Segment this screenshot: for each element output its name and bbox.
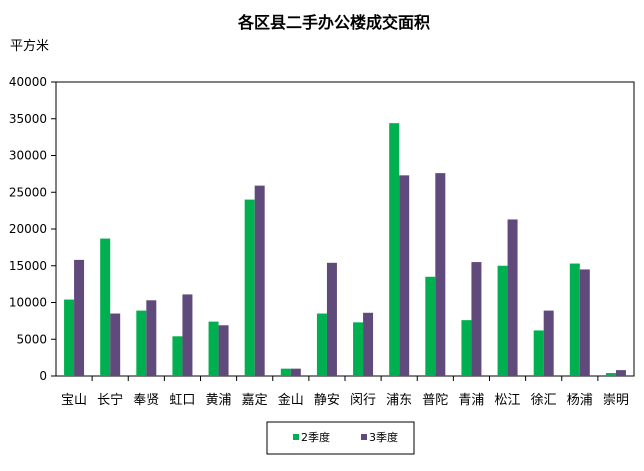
bar-q3	[543, 310, 554, 376]
y-tick-label: 0	[39, 369, 47, 383]
x-tick-label: 虹口	[169, 393, 195, 408]
bar-q2	[136, 310, 147, 376]
bar-q3	[146, 300, 157, 376]
x-tick-label: 青浦	[458, 393, 484, 408]
bar-q3	[326, 262, 337, 376]
bar-q2	[461, 320, 472, 376]
x-tick-label: 杨浦	[567, 393, 593, 408]
bar-q3	[399, 175, 410, 376]
y-tick-label: 40000	[9, 75, 47, 89]
x-axis: 宝山 长宁 奉贤 虹口 黄浦 嘉定 金山 静安 闵行 浦东 普陀 青浦 松江 徐汇 杨浦 崇明	[61, 376, 629, 408]
bar-q2	[244, 199, 255, 376]
legend-box	[266, 421, 415, 455]
bar-q3	[471, 262, 482, 376]
bar-q3	[507, 219, 518, 376]
x-tick-label: 长宁	[97, 392, 123, 408]
bar-q3	[363, 312, 374, 376]
x-tick-label: 嘉定	[242, 393, 268, 408]
bar-q2	[172, 336, 183, 376]
bar-q2	[569, 263, 580, 376]
x-tick-label: 静安	[314, 393, 340, 408]
x-tick-label: 崇明	[603, 393, 629, 408]
y-tick-label: 10000	[9, 296, 47, 310]
bar-q2	[533, 330, 544, 376]
bar-q2	[64, 299, 75, 376]
y-tick-label: 25000	[9, 185, 47, 199]
bar-q3	[74, 259, 85, 376]
bar-q3	[435, 173, 446, 376]
legend-label: 3季度	[369, 430, 398, 444]
bar-q3	[182, 294, 193, 376]
bar-q2	[497, 265, 508, 376]
bar-q2	[280, 368, 291, 376]
bar-q3	[579, 269, 590, 376]
bars-group	[64, 123, 626, 376]
x-tick-label: 黄浦	[206, 393, 232, 408]
bar-q3	[254, 185, 265, 376]
x-tick-label: 松江	[495, 393, 521, 408]
bar-q2	[208, 321, 219, 376]
bar-q3	[110, 313, 121, 376]
bar-q2	[605, 373, 616, 376]
x-tick-label: 徐汇	[531, 393, 557, 408]
x-tick-label: 闵行	[350, 393, 376, 408]
legend-label: 2季度	[301, 430, 330, 444]
bar-q2	[100, 238, 111, 376]
x-tick-label: 普陀	[422, 392, 448, 408]
x-tick-label: 浦东	[386, 393, 412, 408]
y-axis: 0 5000 10000 15000 20000 25000 30000 35000 40000	[9, 75, 56, 383]
chart-title: 各区县二手办公楼成交面积	[237, 13, 430, 32]
y-tick-label: 30000	[9, 149, 47, 163]
bar-q2	[389, 123, 400, 376]
legend: 2季度 3季度	[266, 421, 415, 455]
bar-q2	[425, 276, 436, 376]
bar-q3	[218, 325, 229, 376]
y-axis-unit-label: 平方米	[10, 38, 49, 54]
y-tick-label: 5000	[16, 332, 47, 346]
x-tick-label: 金山	[278, 392, 304, 408]
bar-q3	[615, 370, 626, 376]
bar-q2	[353, 322, 364, 376]
y-tick-label: 35000	[9, 112, 47, 126]
bar-q2	[316, 313, 327, 376]
x-tick-label: 奉贤	[133, 393, 159, 408]
bar-q3	[290, 368, 301, 376]
x-tick-label: 宝山	[61, 393, 87, 408]
legend-swatch	[361, 434, 367, 440]
legend-swatch	[293, 434, 299, 440]
y-tick-label: 15000	[9, 259, 47, 273]
y-tick-label: 20000	[9, 222, 47, 236]
